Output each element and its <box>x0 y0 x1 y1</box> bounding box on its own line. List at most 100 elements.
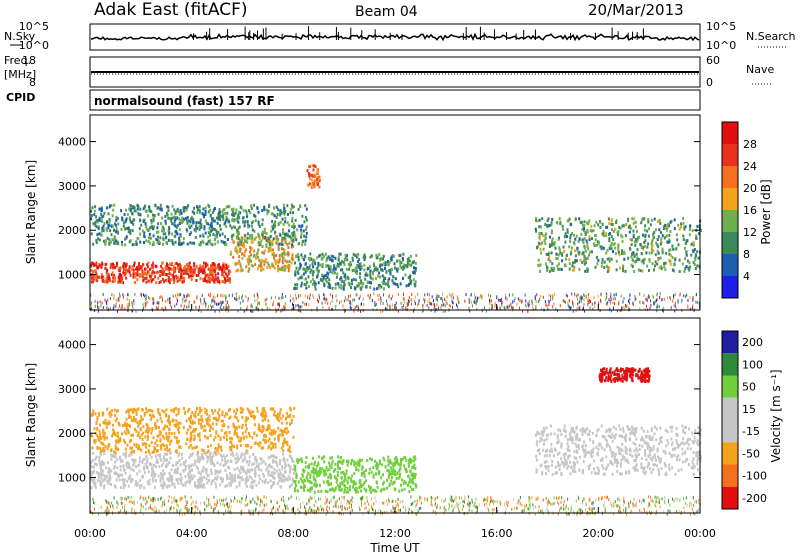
heatmap-cell <box>475 296 477 300</box>
heatmap-cell <box>281 259 284 263</box>
heatmap-cell <box>417 303 418 307</box>
heatmap-cell <box>187 264 190 268</box>
heatmap-cell <box>392 275 395 279</box>
heatmap-cell <box>218 302 220 306</box>
heatmap-cell <box>241 294 243 298</box>
heatmap-cell <box>383 261 386 265</box>
heatmap-cell <box>281 421 284 425</box>
heatmap-cell <box>204 231 207 235</box>
heatmap-cell <box>188 479 191 483</box>
heatmap-cell <box>267 209 270 213</box>
heatmap-cell <box>263 205 266 209</box>
heatmap-cell <box>162 238 165 242</box>
heatmap-cell <box>219 469 222 473</box>
heatmap-cell <box>579 258 582 262</box>
heatmap-cell <box>239 406 242 410</box>
heatmap-cell <box>643 217 646 221</box>
heatmap-cell <box>107 212 110 216</box>
heatmap-cell <box>248 475 251 479</box>
heatmap-cell <box>265 208 268 212</box>
heatmap-cell <box>316 168 319 172</box>
heatmap-cell <box>434 309 436 313</box>
heatmap-cell <box>316 256 319 260</box>
heatmap-cell <box>687 304 689 308</box>
heatmap-cell <box>124 447 127 451</box>
heatmap-cell <box>143 293 144 297</box>
heatmap-cell <box>227 265 230 268</box>
heatmap-cell <box>328 278 331 282</box>
heatmap-cell <box>218 210 221 214</box>
heatmap-cell <box>238 425 241 429</box>
heatmap-cell <box>583 224 586 227</box>
heatmap-cell <box>230 446 233 450</box>
heatmap-cell <box>287 430 290 434</box>
heatmap-cell <box>299 294 301 298</box>
heatmap-cell <box>270 407 273 411</box>
heatmap-cell <box>288 447 291 451</box>
heatmap-cell <box>292 222 295 226</box>
heatmap-cell <box>309 293 311 297</box>
heatmap-cell <box>241 244 244 248</box>
heatmap-cell <box>138 420 141 423</box>
heatmap-cell <box>230 437 233 441</box>
heatmap-cell <box>113 279 116 283</box>
colorbar-tick-label: 4 <box>743 270 750 283</box>
heatmap-cell <box>175 276 178 280</box>
heatmap-cell <box>682 238 685 242</box>
heatmap-cell <box>207 455 210 459</box>
heatmap-cell <box>284 477 287 481</box>
heatmap-cell <box>390 306 392 310</box>
heatmap-cell <box>266 297 268 301</box>
heatmap-cell <box>256 267 259 271</box>
heatmap-cell <box>311 164 314 168</box>
heatmap-cell <box>106 301 108 305</box>
heatmap-cell <box>177 454 180 458</box>
heatmap-cell <box>622 269 625 273</box>
heatmap-cell <box>410 279 413 283</box>
heatmap-cell <box>182 241 185 245</box>
heatmap-cell <box>325 298 327 302</box>
heatmap-cell <box>599 220 602 224</box>
heatmap-cell <box>673 304 675 308</box>
heatmap-cell <box>211 219 214 222</box>
heatmap-cell <box>254 455 257 459</box>
heatmap-cell <box>278 468 281 472</box>
heatmap-cell <box>272 264 275 268</box>
heatmap-cell <box>610 292 612 296</box>
heatmap-cell <box>193 463 196 467</box>
heatmap-cell <box>249 234 251 238</box>
heatmap-cell <box>91 459 94 463</box>
heatmap-cell <box>361 302 362 306</box>
heatmap-cell <box>261 407 264 411</box>
heatmap-cell <box>242 466 245 470</box>
heatmap-cell <box>110 263 113 267</box>
heatmap-cell <box>284 417 287 421</box>
heatmap-cell <box>118 297 120 300</box>
heatmap-cell <box>555 307 557 311</box>
heatmap-cell <box>113 430 116 434</box>
heatmap-cell <box>315 180 318 184</box>
heatmap-cell <box>243 224 246 228</box>
heatmap-cell <box>306 268 309 272</box>
heatmap-cell <box>527 304 529 308</box>
heatmap-cell <box>397 267 400 271</box>
heatmap-cell <box>669 220 672 224</box>
heatmap-cell <box>535 300 537 303</box>
heatmap-cell <box>512 306 514 310</box>
heatmap-cell <box>491 304 493 308</box>
heatmap-cell <box>433 307 435 311</box>
heatmap-cell <box>200 476 203 480</box>
heatmap-cell <box>178 445 181 449</box>
heatmap-cell <box>236 466 239 470</box>
heatmap-cell <box>654 260 657 264</box>
heatmap-cell <box>538 300 539 304</box>
heatmap-cell <box>189 425 191 429</box>
heatmap-cell <box>635 297 637 301</box>
heatmap-cell <box>114 471 117 475</box>
heatmap-cell <box>385 270 388 274</box>
heatmap-cell <box>540 251 543 255</box>
heatmap-cell <box>379 258 381 262</box>
heatmap-cell <box>185 442 188 446</box>
heatmap-cell <box>177 263 180 267</box>
